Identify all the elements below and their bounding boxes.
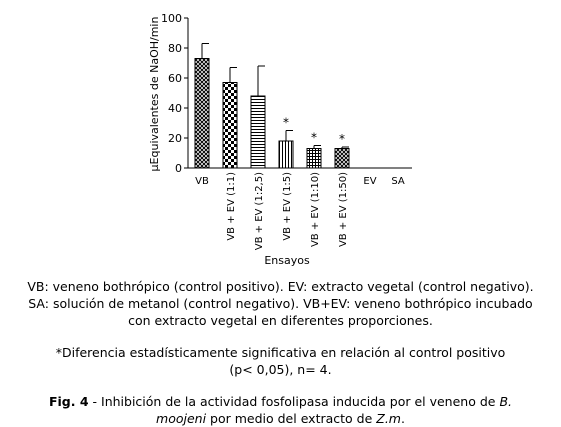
x-tick-label: VB + EV (1:2,5) [254, 172, 265, 250]
y-axis: 0 20 40 60 80 100 [161, 12, 189, 175]
footnote-line-2: (p< 0,05), n= 4. [229, 362, 332, 377]
y-tick-label: 20 [168, 132, 182, 145]
bar [222, 82, 238, 169]
y-tick-label: 0 [175, 162, 182, 175]
significance-marker: * [283, 116, 289, 130]
chart-legend-text: VB: veneno bothrópico (control positivo)… [0, 278, 561, 329]
caption-text-a: - Inhibición de la actividad fosfolipasa… [88, 394, 500, 409]
x-tick-label: VB + EV (1:5) [282, 172, 293, 241]
legend-line-1: VB: veneno bothrópico (control positivo)… [27, 279, 534, 294]
y-tick-label: 80 [168, 42, 182, 55]
y-axis-label: µEquivalentes de NaOH/min [148, 17, 161, 172]
x-tick-label: EV [363, 176, 376, 187]
caption-text-c: . [400, 411, 405, 426]
y-tick-label: 60 [168, 72, 182, 85]
extract-species: Z.m [376, 411, 401, 426]
x-axis-label: Ensayos [264, 254, 310, 267]
x-tick-label: VB [195, 176, 209, 187]
legend-line-2: SA: solución de metanol (control negativ… [28, 296, 533, 311]
x-tick-label: VB + EV (1:50) [338, 172, 349, 247]
significance-marker: * [339, 132, 345, 146]
x-tick-label: SA [391, 176, 405, 187]
y-tick-label: 40 [168, 102, 182, 115]
bar [306, 148, 322, 169]
bars: * * * [194, 43, 350, 169]
figure-label: Fig. 4 [48, 394, 89, 409]
bar-chart: 0 20 40 60 80 100 VB VB + EV (1:1) VB + EV (1:2… [148, 12, 412, 267]
footnote-line-1: *Diferencia estadísticamente significati… [55, 345, 506, 360]
bar [250, 95, 266, 169]
x-tick-label: VB + EV (1:10) [310, 172, 321, 247]
species-epithet: moojeni [156, 411, 207, 426]
significance-marker: * [311, 131, 317, 145]
x-tick-label: VB + EV (1:1) [226, 172, 237, 241]
legend-line-3: con extracto vegetal en diferentes propo… [128, 313, 433, 328]
species-genus-abbrev: B. [499, 394, 513, 409]
y-tick-label: 100 [161, 12, 182, 25]
x-axis: VB VB + EV (1:1) VB + EV (1:2,5) VB + EV (1… [188, 167, 412, 250]
figure-caption: Fig. 4 - Inhibición de la actividad fosf… [0, 393, 561, 427]
caption-text-b: por medio del extracto de [206, 411, 377, 426]
bar [334, 148, 350, 169]
significance-footnote: *Diferencia estadísticamente significati… [0, 344, 561, 378]
bar [278, 140, 294, 169]
bar [194, 58, 210, 169]
